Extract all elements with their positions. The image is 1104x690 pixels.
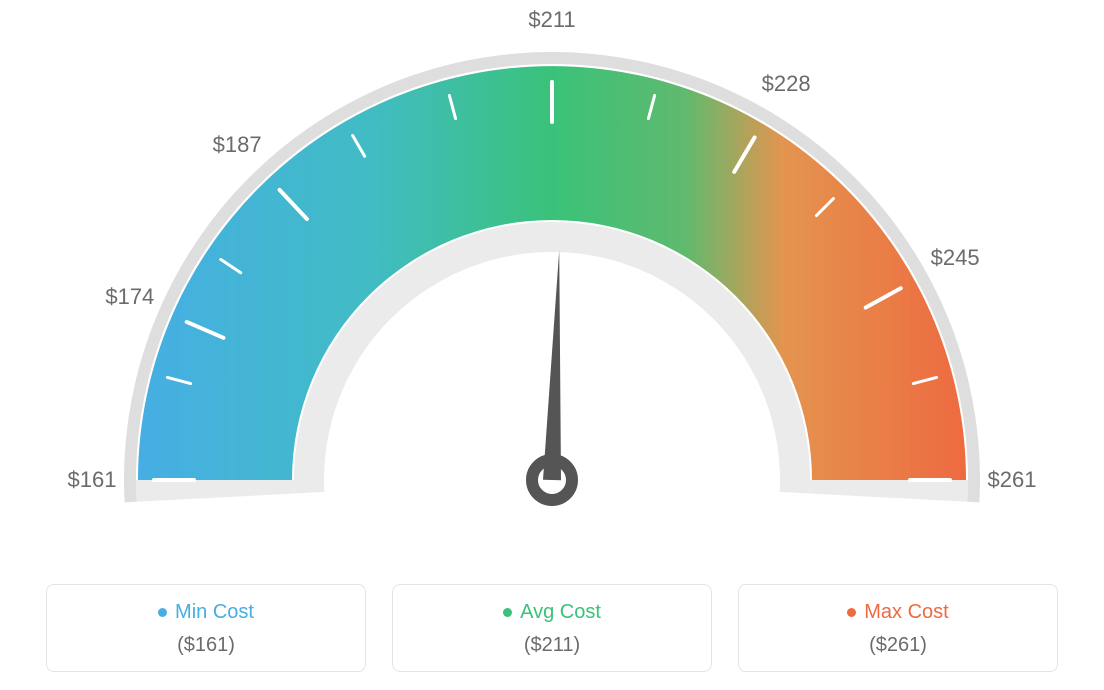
legend-title-avg: Avg Cost: [503, 601, 601, 624]
gauge-tick-label: $228: [762, 71, 811, 97]
legend-card-min: Min Cost ($161): [46, 584, 366, 672]
legend-title-text: Max Cost: [864, 601, 948, 624]
legend-card-avg: Avg Cost ($211): [392, 584, 712, 672]
legend-value-min: ($161): [57, 634, 355, 657]
legend-card-max: Max Cost ($261): [738, 584, 1058, 672]
legend-row: Min Cost ($161) Avg Cost ($211) Max Cost…: [0, 584, 1104, 672]
legend-dot-icon: [847, 608, 856, 617]
gauge-tick-label: $174: [105, 284, 154, 310]
legend-dot-icon: [158, 608, 167, 617]
gauge-tick-label: $261: [988, 467, 1037, 493]
gauge-tick-label: $161: [68, 467, 117, 493]
legend-dot-icon: [503, 608, 512, 617]
legend-title-text: Min Cost: [175, 601, 254, 624]
legend-title-text: Avg Cost: [520, 601, 601, 624]
legend-title-max: Max Cost: [847, 601, 948, 624]
gauge-tick-label: $245: [931, 245, 980, 271]
gauge-svg: [0, 0, 1104, 560]
gauge-chart: $161 $174 $187 $211 $228 $245 $261: [0, 0, 1104, 560]
legend-value-avg: ($211): [403, 634, 701, 657]
legend-value-max: ($261): [749, 634, 1047, 657]
gauge-tick-label: $211: [528, 7, 575, 33]
legend-title-min: Min Cost: [158, 601, 254, 624]
gauge-tick-label: $187: [213, 132, 262, 158]
